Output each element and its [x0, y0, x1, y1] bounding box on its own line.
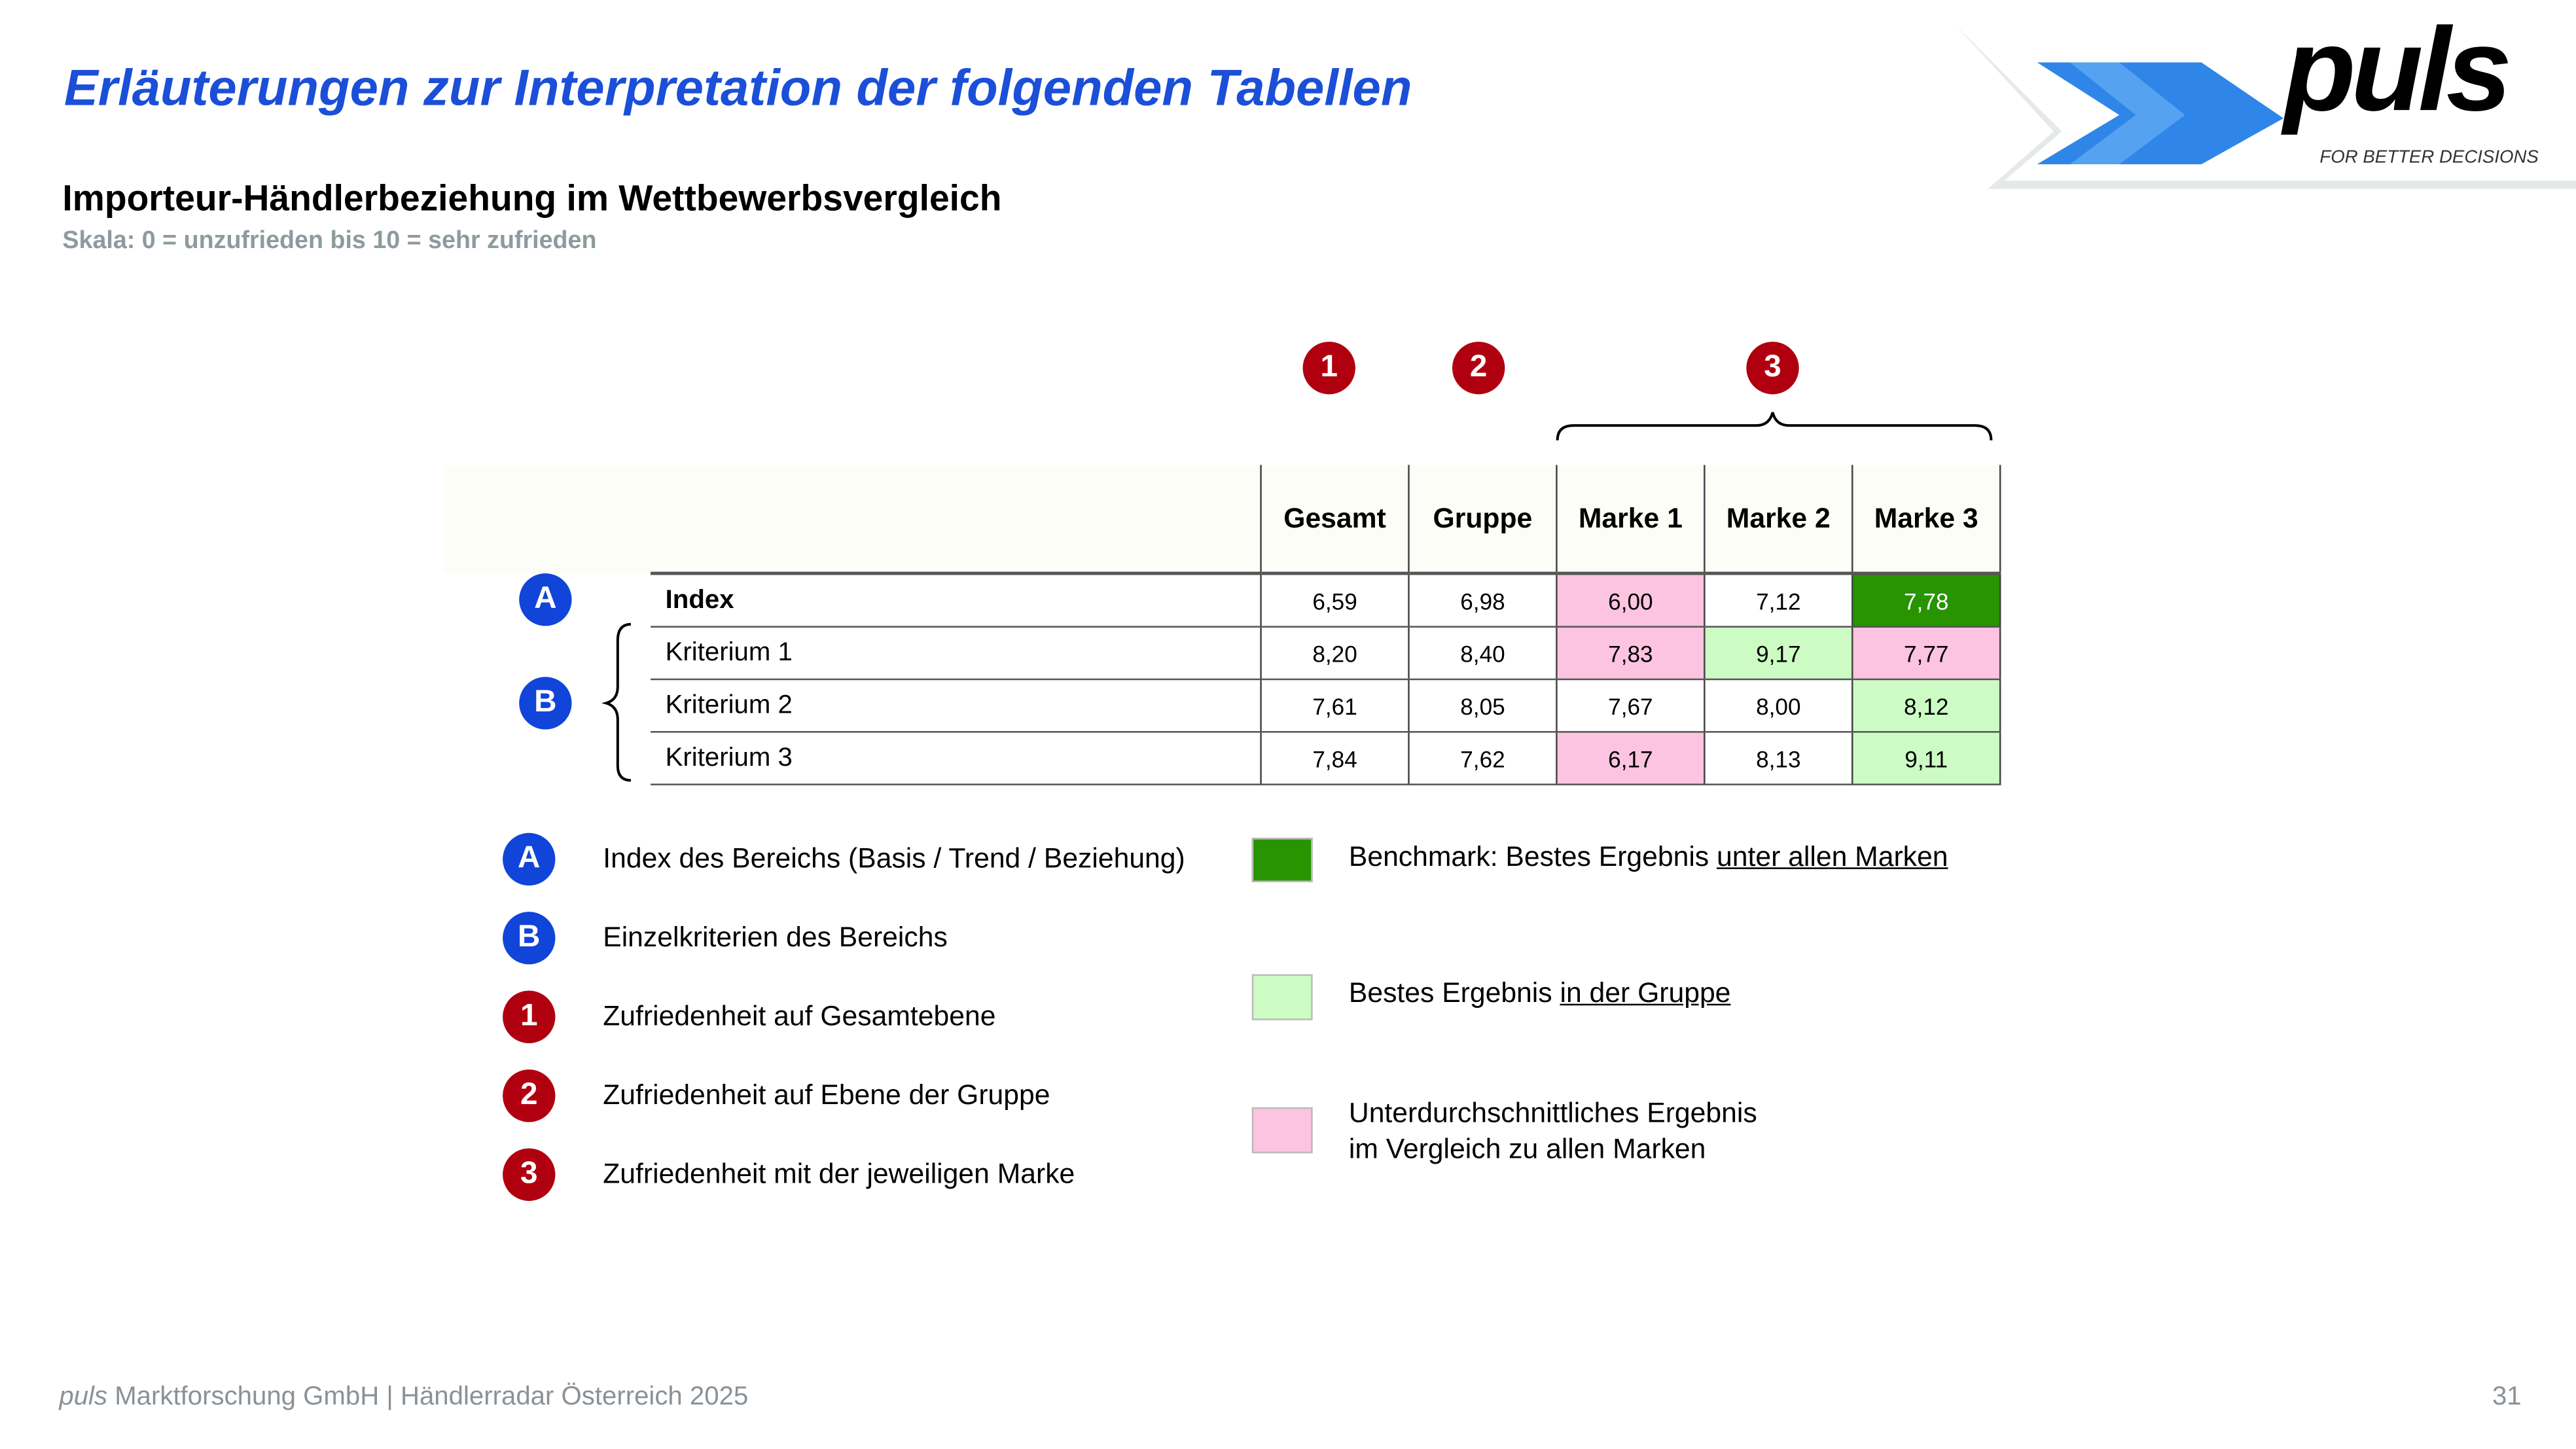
row-label: Kriterium 2	[651, 679, 1262, 733]
value-cell: 8,13	[1704, 732, 1853, 785]
value-cell: 6,17	[1556, 732, 1706, 785]
value-cell: 8,00	[1704, 679, 1853, 733]
below-swatch	[1251, 1107, 1313, 1154]
value-cell: 8,05	[1408, 679, 1558, 733]
marker-b: B	[519, 677, 572, 730]
benchmark-swatch	[1251, 838, 1313, 882]
value-cell: 7,67	[1556, 679, 1706, 733]
legend-benchmark: Benchmark: Bestes Ergebnis unter allen M…	[1349, 841, 1948, 874]
table-row: Index 6,59 6,98 6,00 7,12 7,78	[651, 573, 2001, 628]
table-header-row: Gesamt Gruppe Marke 1 Marke 2 Marke 3	[651, 465, 2001, 575]
value-cell: 8,40	[1408, 626, 1558, 681]
brand-columns-brace	[1556, 412, 1993, 440]
footer: puls Marktforschung GmbH | Händlerradar …	[59, 1384, 748, 1413]
page-number: 31	[2492, 1383, 2522, 1412]
col-header: Gesamt	[1260, 465, 1410, 575]
legend-text: Unterdurchschnittliches Ergebnis	[1348, 1097, 1757, 1129]
row-label: Kriterium 3	[651, 732, 1262, 785]
marker-a: A	[519, 573, 572, 626]
legend-text: Index des Bereichs (Basis / Trend / Bezi…	[603, 842, 1185, 874]
legend-text-underlined: in der Gruppe	[1560, 977, 1731, 1009]
legend-text: Zufriedenheit auf Gesamtebene	[603, 1000, 996, 1032]
legend-text: Bestes Ergebnis	[1348, 977, 1560, 1009]
legend-text: im Vergleich zu allen Marken	[1348, 1134, 1706, 1165]
value-cell: 7,78	[1852, 573, 2001, 628]
marker-3: 3	[1746, 342, 1799, 395]
logo-wordmark: puls	[2283, 5, 2512, 137]
value-cell: 6,00	[1556, 573, 1706, 628]
value-cell: 7,83	[1556, 626, 1706, 681]
value-cell: 9,11	[1852, 732, 2001, 785]
legend-best: Bestes Ergebnis in der Gruppe	[1349, 978, 1731, 1011]
value-cell: 7,77	[1852, 626, 2001, 681]
criteria-brace	[601, 622, 632, 782]
best-swatch	[1251, 974, 1313, 1020]
value-cell: 7,61	[1260, 679, 1410, 733]
logo-tagline: FOR BETTER DECISIONS	[2319, 147, 2539, 168]
col-header: Marke 1	[1556, 465, 1706, 575]
scale-note: Skala: 0 = unzufrieden bis 10 = sehr zuf…	[62, 226, 597, 255]
legend-text: Benchmark: Bestes Ergebnis	[1348, 841, 1717, 872]
marker-1: 1	[1302, 342, 1355, 395]
table-row: Kriterium 2 7,61 8,05 7,67 8,00 8,12	[651, 679, 2001, 733]
value-cell: 8,20	[1260, 626, 1410, 681]
table-row: Kriterium 3 7,84 7,62 6,17 8,13 9,11	[651, 732, 2001, 785]
legend-text: Zufriedenheit auf Ebene der Gruppe	[603, 1079, 1050, 1111]
col-header: Gruppe	[1408, 465, 1558, 575]
legend-marker: 2	[503, 1069, 556, 1122]
footer-text: Marktforschung GmbH | Händlerradar Öster…	[107, 1383, 749, 1412]
legend-text: Zufriedenheit mit der jeweiligen Marke	[603, 1158, 1075, 1190]
legend-text: Einzelkriterien des Bereichs	[603, 921, 948, 953]
legend-marker: B	[503, 912, 556, 965]
col-header: Marke 2	[1704, 465, 1853, 575]
header-blank	[651, 465, 1262, 575]
value-cell: 6,59	[1260, 573, 1410, 628]
table-row: Kriterium 1 8,20 8,40 7,83 9,17 7,77	[651, 626, 2001, 681]
puls-logo: puls FOR BETTER DECISIONS	[1955, 5, 2576, 197]
legend-marker: 3	[503, 1148, 556, 1201]
legend-marker: 1	[503, 990, 556, 1043]
logo-x-icon	[1955, 24, 2576, 189]
section-subtitle: Importeur-Händlerbeziehung im Wettbewerb…	[62, 177, 1002, 219]
legend-marker: A	[503, 832, 556, 885]
legend-below: Unterdurchschnittliches Ergebnis im Verg…	[1349, 1096, 1757, 1168]
legend-text-underlined: unter allen Marken	[1717, 841, 1948, 872]
row-label: Kriterium 1	[651, 626, 1262, 681]
col-header: Marke 3	[1852, 465, 2001, 575]
value-cell: 7,62	[1408, 732, 1558, 785]
row-label: Index	[651, 573, 1262, 628]
value-cell: 8,12	[1852, 679, 2001, 733]
footer-company: puls	[59, 1383, 108, 1412]
table-corner	[443, 465, 651, 574]
page-title: Erläuterungen zur Interpretation der fol…	[63, 59, 1412, 117]
value-cell: 9,17	[1704, 626, 1853, 681]
value-cell: 7,12	[1704, 573, 1853, 628]
comparison-table: Gesamt Gruppe Marke 1 Marke 2 Marke 3 In…	[651, 465, 2001, 785]
marker-2: 2	[1452, 342, 1505, 395]
value-cell: 6,98	[1408, 573, 1558, 628]
value-cell: 7,84	[1260, 732, 1410, 785]
